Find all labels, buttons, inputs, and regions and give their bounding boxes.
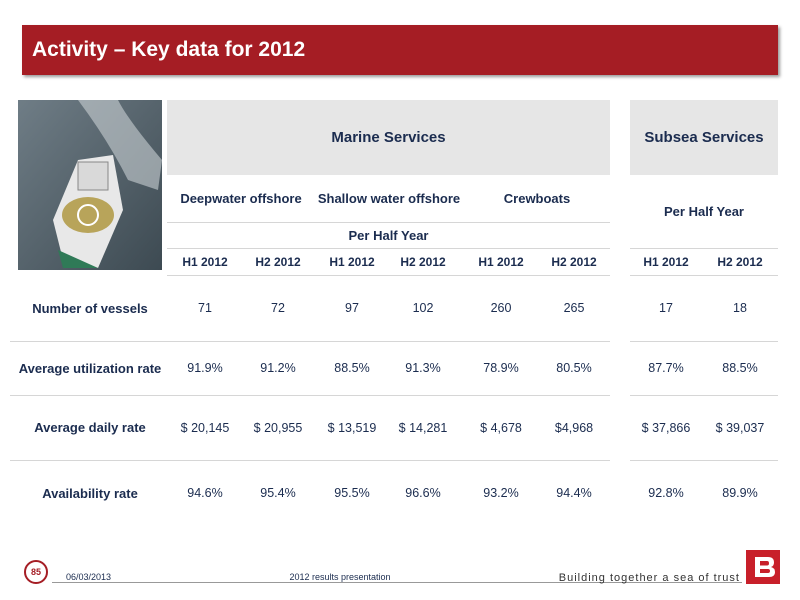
period-note: Per Half Year	[348, 227, 429, 243]
segment-header: Shallow water offshore	[317, 191, 461, 206]
footer-tagline: Building together a sea of trust	[558, 572, 740, 584]
rule	[167, 248, 610, 249]
row-label: Average utilization rate	[18, 360, 162, 376]
cell: 93.2%	[483, 486, 519, 500]
header-bar: Activity – Key data for 2012	[22, 25, 778, 75]
rule	[167, 275, 610, 276]
cell: 80.5%	[556, 361, 592, 375]
marine-header-bg	[167, 100, 610, 175]
cell: $ 20,955	[253, 420, 303, 435]
row-label: Number of vessels	[32, 300, 148, 316]
cell: 88.5%	[334, 361, 370, 375]
cell: 92.8%	[648, 486, 684, 500]
segment-header: Crewboats	[503, 191, 571, 206]
cell: 87.7%	[648, 361, 684, 375]
period-note: Per Half Year	[664, 204, 744, 219]
rule	[10, 395, 610, 396]
cell: 94.6%	[187, 486, 223, 500]
segment-header: Deepwater offshore	[180, 191, 302, 206]
cell: 95.4%	[260, 486, 296, 500]
period-header: H2 2012	[551, 254, 597, 269]
rule	[167, 222, 610, 223]
group-header: Subsea Services	[644, 129, 764, 146]
cell: 102	[412, 301, 434, 315]
period-header: H1 2012	[182, 254, 228, 269]
cell: 260	[490, 301, 512, 315]
group-header: Marine Services	[331, 129, 446, 146]
cell: 18	[733, 301, 747, 315]
rule	[630, 341, 778, 342]
logo	[746, 550, 780, 584]
row-label: Availability rate	[42, 485, 138, 501]
cell: 97	[345, 301, 359, 315]
cell: 95.5%	[334, 486, 370, 500]
cell: 78.9%	[483, 361, 519, 375]
cell: $4,968	[554, 420, 594, 435]
cell: $ 20,145	[180, 420, 230, 435]
cell: 88.5%	[722, 361, 758, 375]
rule	[630, 395, 778, 396]
cell: 72	[271, 301, 285, 315]
cell: $ 14,281	[398, 420, 448, 435]
cell: 96.6%	[405, 486, 441, 500]
period-header: H1 2012	[329, 254, 375, 269]
cell: 91.2%	[260, 361, 296, 375]
cell: 94.4%	[556, 486, 592, 500]
cell: $ 4,678	[480, 420, 522, 435]
cell: $ 39,037	[715, 420, 765, 435]
vessel-photo	[18, 100, 162, 270]
cell: 71	[198, 301, 212, 315]
rule	[630, 248, 778, 249]
cell: $ 13,519	[327, 420, 377, 435]
cell: 17	[659, 301, 673, 315]
cell: $ 37,866	[641, 420, 691, 435]
cell: 89.9%	[722, 486, 758, 500]
rule	[10, 460, 610, 461]
page-number: 85	[30, 567, 41, 577]
period-header: H2 2012	[255, 254, 301, 269]
row-label: Average daily rate	[34, 420, 146, 435]
title: Activity – Key data for 2012	[32, 38, 306, 61]
period-header: H1 2012	[478, 254, 524, 269]
period-header: H1 2012	[643, 254, 689, 269]
footer-presentation: 2012 results presentation	[289, 572, 391, 582]
footer-line	[52, 582, 742, 583]
rule	[630, 460, 778, 461]
period-header: H2 2012	[717, 254, 763, 269]
rule	[630, 275, 778, 276]
cell: 265	[563, 301, 585, 315]
subsea-header-bg	[630, 100, 778, 175]
period-header: H2 2012	[400, 254, 446, 269]
rule	[10, 341, 610, 342]
cell: 91.9%	[187, 361, 223, 375]
footer-badge: 85	[24, 560, 48, 584]
footer-date: 06/03/2013	[66, 572, 112, 582]
cell: 91.3%	[405, 361, 441, 375]
